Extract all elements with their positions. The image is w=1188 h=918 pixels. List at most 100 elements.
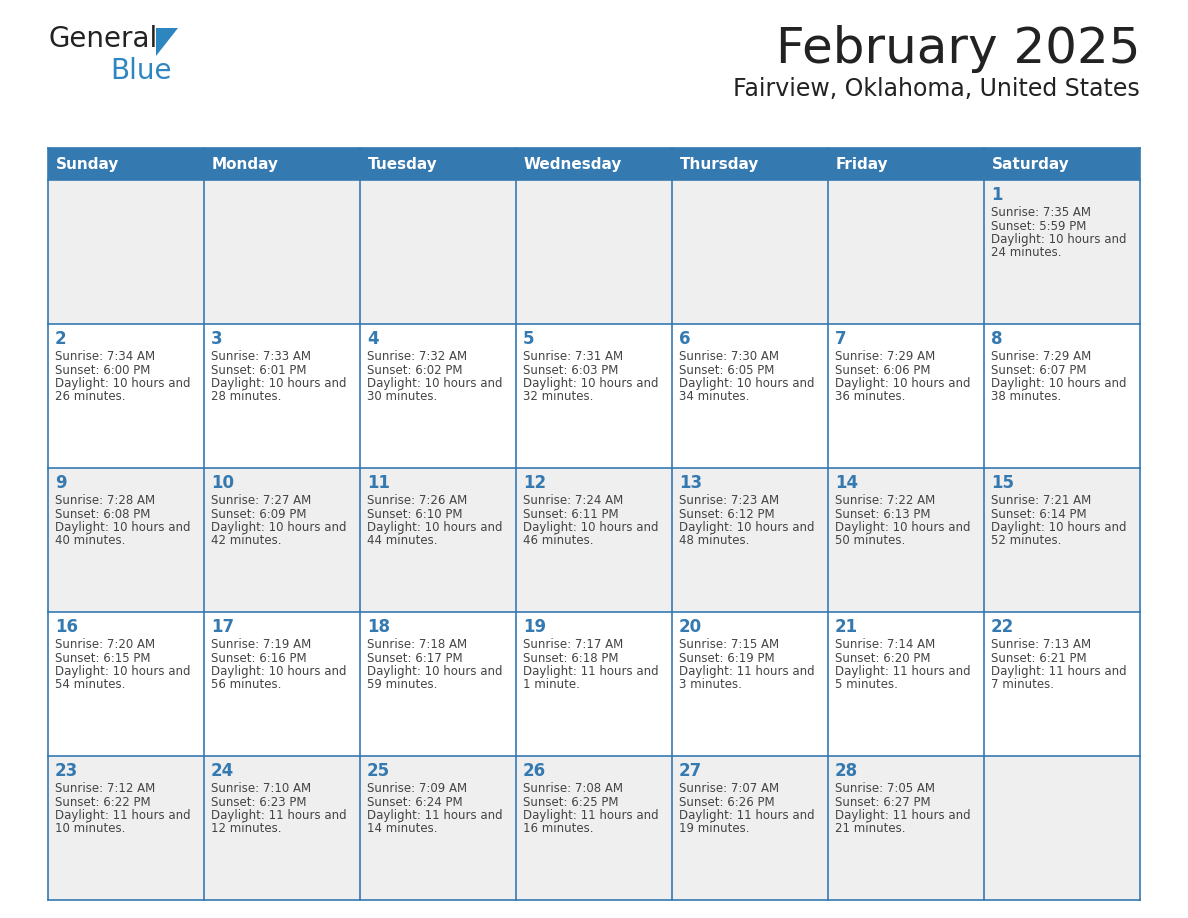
Text: 13: 13: [680, 474, 702, 492]
Text: Daylight: 11 hours and: Daylight: 11 hours and: [680, 809, 815, 822]
Text: Daylight: 11 hours and: Daylight: 11 hours and: [211, 809, 347, 822]
Text: Daylight: 11 hours and: Daylight: 11 hours and: [367, 809, 503, 822]
Text: 52 minutes.: 52 minutes.: [991, 534, 1061, 547]
Bar: [516, 612, 672, 756]
Text: 9: 9: [55, 474, 67, 492]
Text: Fairview, Oklahoma, United States: Fairview, Oklahoma, United States: [733, 77, 1140, 101]
Bar: [672, 180, 828, 324]
Bar: [828, 468, 984, 612]
Text: Daylight: 10 hours and: Daylight: 10 hours and: [523, 521, 658, 534]
Text: Daylight: 11 hours and: Daylight: 11 hours and: [55, 809, 190, 822]
Text: Sunrise: 7:20 AM: Sunrise: 7:20 AM: [55, 638, 156, 651]
Text: Sunset: 6:24 PM: Sunset: 6:24 PM: [367, 796, 462, 809]
Text: Daylight: 11 hours and: Daylight: 11 hours and: [835, 665, 971, 678]
Text: Sunrise: 7:30 AM: Sunrise: 7:30 AM: [680, 350, 779, 363]
Text: 25: 25: [367, 762, 390, 780]
Text: Sunrise: 7:05 AM: Sunrise: 7:05 AM: [835, 782, 935, 795]
Text: Sunset: 6:05 PM: Sunset: 6:05 PM: [680, 364, 775, 376]
Text: Sunset: 6:14 PM: Sunset: 6:14 PM: [991, 508, 1087, 521]
Bar: [204, 148, 360, 180]
Text: Thursday: Thursday: [680, 156, 759, 172]
Text: Sunset: 6:22 PM: Sunset: 6:22 PM: [55, 796, 151, 809]
Text: February 2025: February 2025: [776, 25, 1140, 73]
Text: Sunrise: 7:28 AM: Sunrise: 7:28 AM: [55, 494, 156, 507]
Polygon shape: [156, 28, 178, 56]
Text: Sunset: 6:15 PM: Sunset: 6:15 PM: [55, 652, 151, 665]
Text: 3 minutes.: 3 minutes.: [680, 678, 741, 691]
Text: Daylight: 10 hours and: Daylight: 10 hours and: [523, 377, 658, 390]
Bar: [360, 612, 516, 756]
Text: 54 minutes.: 54 minutes.: [55, 678, 126, 691]
Text: Sunset: 6:06 PM: Sunset: 6:06 PM: [835, 364, 930, 376]
Text: Sunrise: 7:13 AM: Sunrise: 7:13 AM: [991, 638, 1091, 651]
Text: 11: 11: [367, 474, 390, 492]
Text: Sunrise: 7:29 AM: Sunrise: 7:29 AM: [835, 350, 935, 363]
Text: 32 minutes.: 32 minutes.: [523, 390, 593, 404]
Bar: [672, 468, 828, 612]
Bar: [48, 468, 204, 612]
Text: 38 minutes.: 38 minutes.: [991, 390, 1061, 404]
Text: Sunset: 6:25 PM: Sunset: 6:25 PM: [523, 796, 619, 809]
Text: 15: 15: [991, 474, 1015, 492]
Text: 24 minutes.: 24 minutes.: [991, 247, 1062, 260]
Text: 34 minutes.: 34 minutes.: [680, 390, 750, 404]
Bar: [48, 756, 204, 900]
Text: Sunset: 6:07 PM: Sunset: 6:07 PM: [991, 364, 1087, 376]
Text: 18: 18: [367, 618, 390, 636]
Text: Daylight: 10 hours and: Daylight: 10 hours and: [991, 521, 1126, 534]
Text: Sunrise: 7:08 AM: Sunrise: 7:08 AM: [523, 782, 623, 795]
Text: Daylight: 11 hours and: Daylight: 11 hours and: [991, 665, 1126, 678]
Text: Daylight: 10 hours and: Daylight: 10 hours and: [367, 521, 503, 534]
Bar: [360, 148, 516, 180]
Bar: [828, 148, 984, 180]
Text: Sunrise: 7:18 AM: Sunrise: 7:18 AM: [367, 638, 467, 651]
Bar: [48, 180, 204, 324]
Text: Daylight: 11 hours and: Daylight: 11 hours and: [835, 809, 971, 822]
Bar: [828, 324, 984, 468]
Text: Daylight: 11 hours and: Daylight: 11 hours and: [523, 809, 658, 822]
Text: Blue: Blue: [110, 57, 171, 85]
Text: 7: 7: [835, 330, 847, 348]
Bar: [48, 148, 204, 180]
Bar: [828, 756, 984, 900]
Text: Sunset: 6:08 PM: Sunset: 6:08 PM: [55, 508, 151, 521]
Text: 44 minutes.: 44 minutes.: [367, 534, 437, 547]
Text: Wednesday: Wednesday: [524, 156, 623, 172]
Text: 6: 6: [680, 330, 690, 348]
Text: 10 minutes.: 10 minutes.: [55, 823, 126, 835]
Text: 50 minutes.: 50 minutes.: [835, 534, 905, 547]
Text: Sunrise: 7:24 AM: Sunrise: 7:24 AM: [523, 494, 624, 507]
Text: 21: 21: [835, 618, 858, 636]
Bar: [516, 324, 672, 468]
Text: 10: 10: [211, 474, 234, 492]
Text: Sunset: 6:18 PM: Sunset: 6:18 PM: [523, 652, 619, 665]
Text: Daylight: 10 hours and: Daylight: 10 hours and: [211, 521, 347, 534]
Text: Sunrise: 7:10 AM: Sunrise: 7:10 AM: [211, 782, 311, 795]
Bar: [360, 468, 516, 612]
Text: Sunset: 6:12 PM: Sunset: 6:12 PM: [680, 508, 775, 521]
Text: 23: 23: [55, 762, 78, 780]
Text: Sunset: 6:20 PM: Sunset: 6:20 PM: [835, 652, 930, 665]
Text: Sunset: 6:21 PM: Sunset: 6:21 PM: [991, 652, 1087, 665]
Text: 1: 1: [991, 186, 1003, 204]
Text: Sunset: 5:59 PM: Sunset: 5:59 PM: [991, 219, 1086, 232]
Text: Sunrise: 7:12 AM: Sunrise: 7:12 AM: [55, 782, 156, 795]
Text: Saturday: Saturday: [992, 156, 1069, 172]
Bar: [360, 756, 516, 900]
Text: Sunset: 6:01 PM: Sunset: 6:01 PM: [211, 364, 307, 376]
Text: Sunrise: 7:31 AM: Sunrise: 7:31 AM: [523, 350, 624, 363]
Text: 16 minutes.: 16 minutes.: [523, 823, 594, 835]
Bar: [516, 180, 672, 324]
Text: Sunrise: 7:29 AM: Sunrise: 7:29 AM: [991, 350, 1092, 363]
Text: 17: 17: [211, 618, 234, 636]
Bar: [516, 756, 672, 900]
Text: 3: 3: [211, 330, 222, 348]
Bar: [516, 148, 672, 180]
Bar: [204, 180, 360, 324]
Text: Sunrise: 7:27 AM: Sunrise: 7:27 AM: [211, 494, 311, 507]
Text: Friday: Friday: [836, 156, 889, 172]
Text: Sunset: 6:13 PM: Sunset: 6:13 PM: [835, 508, 930, 521]
Text: 22: 22: [991, 618, 1015, 636]
Text: Monday: Monday: [211, 156, 279, 172]
Text: Daylight: 10 hours and: Daylight: 10 hours and: [55, 665, 190, 678]
